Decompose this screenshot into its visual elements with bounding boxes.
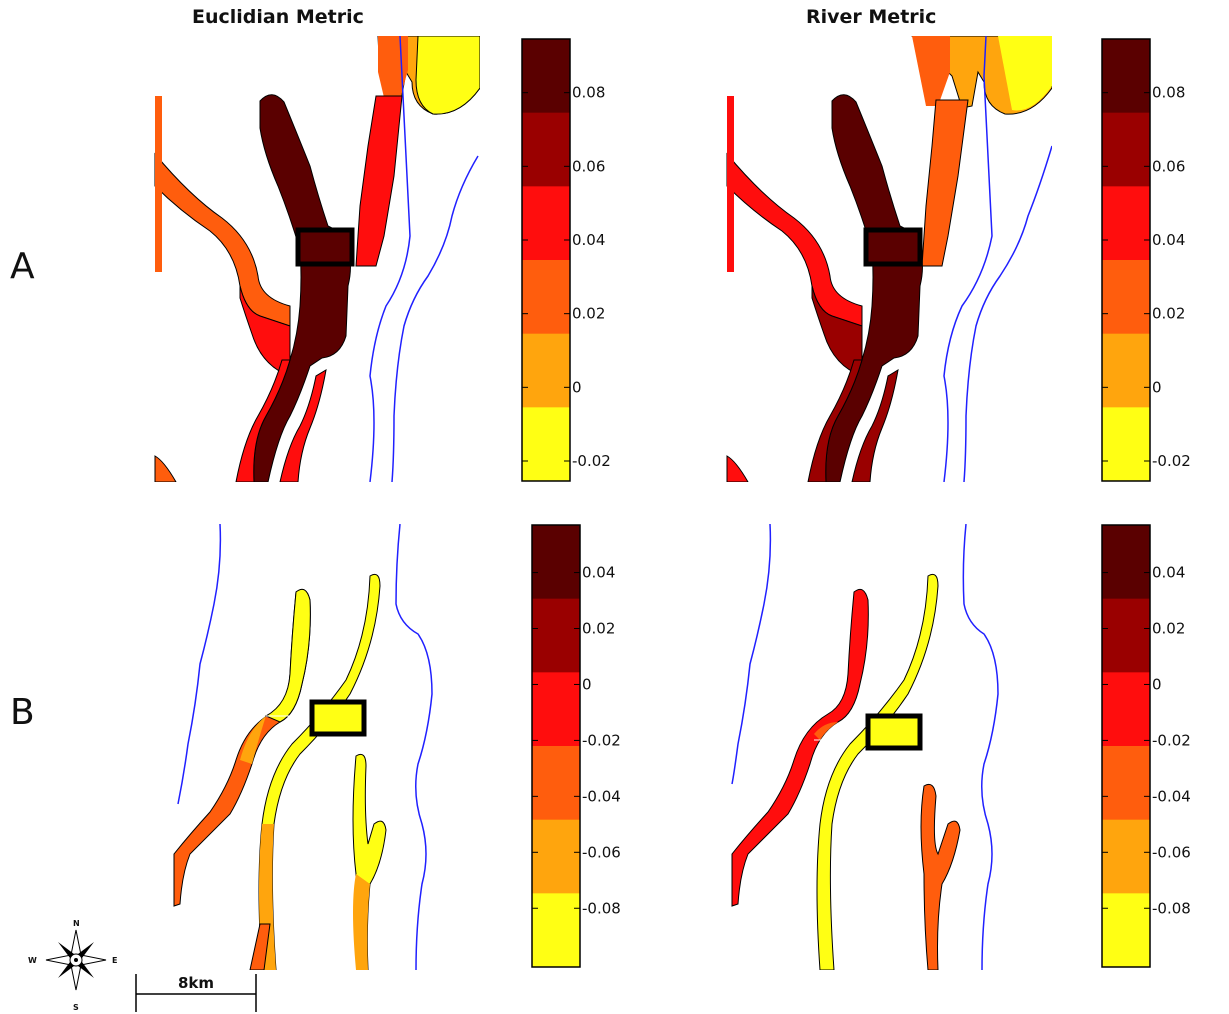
colorbar-band [532,746,580,821]
colorbar-band [522,260,570,335]
map-b-river [731,524,999,970]
colorbar-tick-label: 0.02 [1152,305,1185,323]
colorbar-tick-label: -0.02 [572,452,611,470]
colorbar-band [532,598,580,673]
colorbar-band [522,186,570,261]
compass-east: E [112,956,117,965]
colorbar-tick-label: -0.04 [582,787,621,805]
colorbar-band [1102,672,1150,747]
colorbar-frame [1101,38,1151,482]
colorbar-tick-label: 0.06 [572,157,605,175]
colorbar-band [1102,39,1150,114]
colorbar-tick-label: 0.04 [572,231,605,249]
compass-rose-icon: N S E W [28,919,117,1012]
colorbar-band [1102,333,1150,408]
compass-south: S [73,1003,79,1012]
colorbar-tick-label: 0 [1152,378,1162,396]
colorbar-band [522,333,570,408]
row-label-a: A [10,246,35,287]
colorbar-tick-label: -0.08 [582,899,621,917]
colorbar-tick-label: -0.02 [582,731,621,749]
colorbar-tick-label: 0.04 [582,564,615,582]
row-label-b: B [10,692,35,733]
colorbar-b-river: 0.04 0.02 0 -0.02 -0.04 -0.06 -0.08 [1101,524,1191,968]
colorbar-frame [1101,524,1151,968]
colorbar-tick-label: -0.02 [1152,452,1191,470]
colorbar-tick-label: -0.06 [582,843,621,861]
column-title-euclidian: Euclidian Metric [192,6,364,28]
colorbar-tick-label: 0.08 [572,84,605,102]
scale-bar-label: 8km [178,974,214,992]
colorbar-band [1102,893,1150,968]
colorbar-tick-label: -0.06 [1152,843,1191,861]
column-title-river: River Metric [806,6,937,28]
colorbar-tick-label: 0 [582,675,592,693]
study-box-b-euclidian [309,699,367,737]
study-box-a-river [863,227,923,267]
map-a-river [726,36,1052,482]
colorbar-band [1102,598,1150,673]
colorbar-band [532,893,580,968]
colorbar-tick-label: -0.04 [1152,787,1191,805]
colorbar-band [1102,819,1150,894]
colorbar-tick-label: 0 [1152,675,1162,693]
colorbar-band [522,39,570,114]
colorbar-band [1102,525,1150,600]
colorbar-tick-label: 0.02 [582,620,615,638]
colorbar-band [1102,407,1150,482]
colorbar-band [522,407,570,482]
scale-bar-icon: 8km [135,974,257,1012]
colorbar-band [532,819,580,894]
colorbar-tick-label: 0.08 [1152,84,1185,102]
colorbar-tick-label: 0.02 [572,305,605,323]
colorbar-a-river: 0.08 0.06 0.04 0.02 0 -0.02 [1101,38,1191,482]
colorbar-band [532,525,580,600]
colorbar-tick-label: -0.08 [1152,899,1191,917]
colorbar-frame [521,38,571,482]
colorbar-band [532,672,580,747]
colorbar-tick-label: 0.06 [1152,157,1185,175]
colorbar-tick-label: 0 [572,378,582,396]
colorbar-band [1102,260,1150,335]
colorbar-b-euclidian: 0.04 0.02 0 -0.02 -0.04 -0.06 -0.08 [531,524,621,968]
map-b-euclidian [173,524,433,970]
colorbar-band [1102,186,1150,261]
study-box-a-euclidian [295,227,355,267]
study-box-b-river [865,713,923,751]
compass-north: N [73,919,80,928]
map-a-euclidian [154,36,480,482]
colorbar-tick-label: 0.04 [1152,564,1185,582]
colorbar-band [522,112,570,187]
colorbar-a-euclidian: 0.08 0.06 0.04 0.02 0 -0.02 [521,38,611,482]
colorbar-band [1102,112,1150,187]
compass-west: W [28,956,37,965]
colorbar-tick-label: 0.02 [1152,620,1185,638]
colorbar-band [1102,746,1150,821]
colorbar-frame [531,524,581,968]
colorbar-tick-label: -0.02 [1152,731,1191,749]
colorbar-tick-label: 0.04 [1152,231,1185,249]
